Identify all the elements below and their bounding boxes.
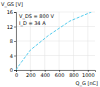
tick: 600: [55, 70, 65, 78]
tick: 200: [26, 70, 36, 78]
tick-mark: [14, 12, 16, 13]
tick-label: 4: [10, 53, 13, 59]
tick-mark: [14, 70, 16, 71]
tick-label: 16: [7, 9, 13, 15]
tick: 16: [7, 9, 16, 15]
tick: 12: [7, 24, 16, 30]
y-axis-title: V_GS [V]: [1, 1, 23, 8]
x-axis: 0 200 400 600 8001000: [15, 70, 96, 78]
tick-label: 800: [69, 72, 79, 78]
plot-area: 0 200 400 600 8001000 0 4 8 12 16 V_DS = 800 VI_D …: [7, 9, 96, 77]
tick-label: 8: [10, 38, 13, 44]
tick-label: 12: [7, 24, 13, 30]
grid-line: [16, 26, 95, 27]
grid-line: [16, 55, 95, 56]
y-axis: 0 4 8 12 16: [7, 9, 17, 73]
line: [16, 12, 91, 70]
tick: 1000: [82, 70, 95, 78]
axis-line: [14, 13, 17, 71]
tick-mark: [14, 27, 16, 28]
tick-label: 200: [26, 72, 36, 78]
tick: 4: [10, 53, 16, 59]
grid: [16, 12, 95, 70]
grid-line: [16, 41, 95, 42]
tick-mark: [14, 56, 16, 57]
tick: 0: [10, 67, 16, 73]
tick-label: 0: [10, 67, 13, 73]
tick: 8: [10, 38, 16, 44]
x-axis-title: Q_G [nC]: [76, 80, 99, 87]
tick-label: 0: [15, 72, 18, 78]
tick-label: 600: [55, 72, 65, 78]
tick-label: 1000: [82, 72, 95, 78]
annotation: V_DS = 800 VI_D = 34 A: [19, 13, 54, 27]
tick: 0: [15, 70, 18, 78]
tick: 800: [69, 70, 79, 78]
tick-label: 400: [40, 72, 50, 78]
chart: 0 200 400 600 8001000 0 4 8 12 16 V_DS = 800 VI_D …: [0, 0, 100, 87]
tick: 400: [40, 70, 50, 78]
series-group: [16, 12, 91, 70]
tick-mark: [14, 41, 16, 42]
annotation-text: I_D = 34 A: [19, 20, 46, 27]
